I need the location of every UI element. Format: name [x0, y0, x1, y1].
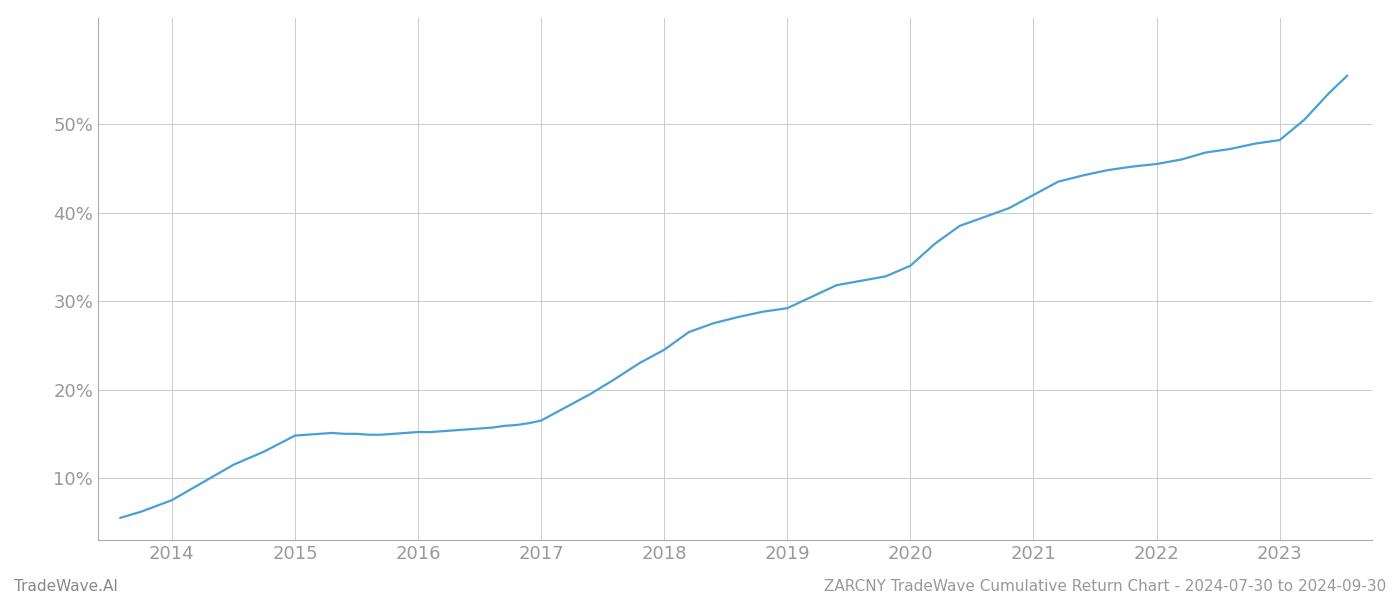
- Text: ZARCNY TradeWave Cumulative Return Chart - 2024-07-30 to 2024-09-30: ZARCNY TradeWave Cumulative Return Chart…: [823, 579, 1386, 594]
- Text: TradeWave.AI: TradeWave.AI: [14, 579, 118, 594]
